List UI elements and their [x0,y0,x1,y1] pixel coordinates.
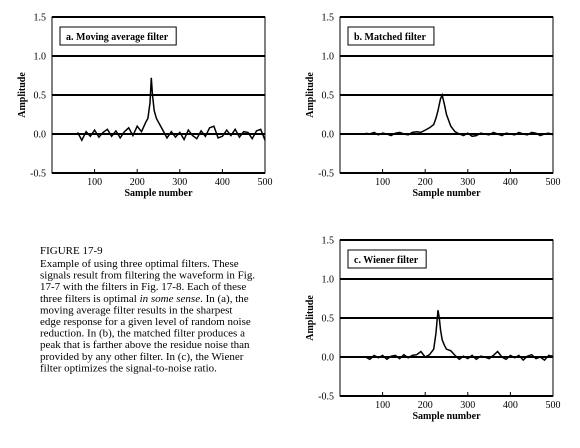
data-line [76,77,266,142]
y-tick-label: 0.0 [322,353,335,364]
y-tick-label: 1.0 [34,52,47,63]
plot-frame [339,239,554,397]
y-tick-label: 1.5 [34,13,47,24]
caption-line: 17-7 with the filters in Fig. 17-8. Each… [40,281,246,293]
x-tick-label: 300 [460,177,475,188]
y-tick-label: 0.5 [322,91,335,102]
x-tick-label: 400 [215,177,230,188]
y-tick-label: 0.5 [322,314,335,325]
y-tick-label: -0.5 [318,392,334,403]
x-tick-label: 500 [546,177,561,188]
title-box [59,26,177,46]
x-tick-label: 200 [130,177,145,188]
x-axis-label: Sample number [412,188,481,199]
y-tick-label: 1.0 [322,52,335,63]
x-tick-label: 100 [375,177,390,188]
caption-line: signals result from filtering the wavefo… [40,270,255,282]
caption-italic: in some sense [140,293,201,305]
y-tick-label: 1.5 [322,236,335,247]
x-tick-label: 100 [375,400,390,411]
caption-line: peak that is farther above the residue n… [40,339,250,351]
title-box [347,26,435,46]
caption-text: three filters is optimal [40,293,140,305]
chart-title: a. Moving average filter [66,32,169,43]
y-tick-label: -0.5 [318,169,334,180]
y-tick-label: 0.5 [34,91,47,102]
caption-line: moving average filter results in the sha… [40,304,232,316]
x-tick-label: 100 [87,177,102,188]
y-tick-label: 0.0 [34,130,47,141]
plot-frame [51,16,266,174]
x-tick-label: 400 [503,177,518,188]
caption-line: provided by any other filter. In (c), th… [40,351,244,363]
y-tick-label: -0.5 [30,169,46,180]
x-tick-label: 300 [460,400,475,411]
y-axis-label: Amplitude [17,72,28,118]
plot-frame [339,16,554,174]
caption-text: . In (a), the [200,293,249,305]
caption-line: filter optimizes the signal-to-noise rat… [40,362,217,374]
x-tick-label: 200 [418,400,433,411]
y-axis-label: Amplitude [305,72,316,118]
caption-line: reduction. In (b), the matched filter pr… [40,328,245,340]
y-axis-label: Amplitude [305,295,316,341]
x-tick-label: 300 [172,177,187,188]
y-tick-label: 1.5 [322,13,335,24]
chart-title: c. Wiener filter [354,255,419,266]
x-axis-label: Sample number [412,411,481,422]
data-line [365,92,554,138]
y-tick-label: 1.0 [322,275,335,286]
data-line [365,310,554,362]
x-tick-label: 200 [418,177,433,188]
caption-line: Example of using three optimal filters. … [40,258,239,270]
chart-title: b. Matched filter [354,32,426,43]
title-box [347,249,427,269]
caption-line: edge response for a given level of rando… [40,316,251,328]
caption-title: FIGURE 17-9 [40,245,103,257]
y-tick-label: 0.0 [322,130,335,141]
x-tick-label: 400 [503,400,518,411]
x-tick-label: 500 [546,400,561,411]
x-axis-label: Sample number [124,188,193,199]
caption-line: three filters is optimal in some sense. … [40,293,249,305]
x-tick-label: 500 [258,177,273,188]
